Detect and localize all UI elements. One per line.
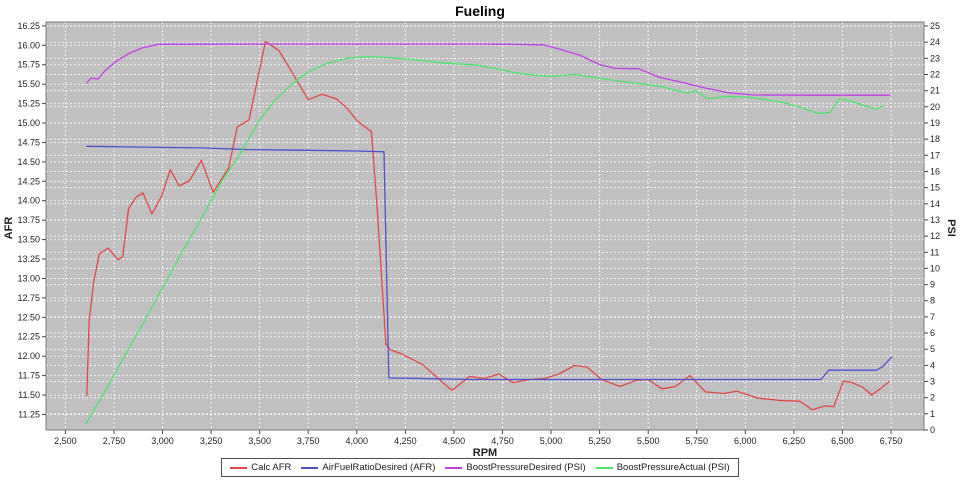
x-tick-label: 6,000 (734, 436, 757, 446)
y-right-tick-label: 23 (930, 53, 940, 63)
y-right-axis-title: PSI (945, 219, 957, 237)
fueling-chart: 2,500 2,750 3,000 3,250 3,500 3,750 4,000 4,250… (3, 21, 957, 458)
y-left-tick-label: 13.75 (17, 215, 40, 225)
legend-line-icon (230, 466, 248, 469)
y-right-tick-label: 20 (930, 102, 940, 112)
series-line-boostpressureactual-psi (85, 56, 884, 425)
y-right-tick-label: 0 (930, 425, 935, 435)
y-left-tick-label: 15.25 (17, 99, 40, 109)
series-line-calc-afr (86, 40, 890, 411)
y-right-tick-label: 1 (930, 409, 935, 419)
y-left-tick-label: 15.00 (17, 118, 40, 128)
y-right-tick-label: 25 (930, 21, 940, 31)
y-right-tick-label: 5 (930, 344, 935, 354)
plot-area[interactable] (46, 22, 924, 430)
x-tick-label: 5,000 (540, 436, 563, 446)
x-tick-label: 3,000 (151, 436, 174, 446)
x-tick-label: 6,750 (880, 436, 903, 446)
y-right-tick-label: 18 (930, 134, 940, 144)
legend-line-icon (301, 466, 319, 469)
y-right-tick-label: 9 (930, 280, 935, 290)
x-tick-label: 3,250 (200, 436, 223, 446)
x-tick-label: 4,000 (346, 436, 369, 446)
y-left-tick-label: 13.50 (17, 235, 40, 245)
y-left-tick-label: 14.00 (17, 196, 40, 206)
x-axis-title: RPM (473, 447, 497, 458)
y-right-tick-label: 14 (930, 199, 940, 209)
y-left-tick-label: 13.25 (17, 254, 40, 264)
y-right-tick-label: 3 (930, 377, 935, 387)
x-tick-label: 6,500 (831, 436, 854, 446)
y-right-tick-label: 16 (930, 167, 940, 177)
series-line-boostpressuredesired-psi (86, 43, 891, 96)
y-left-tick-label: 14.75 (17, 138, 40, 148)
y-left-tick-label: 11.50 (18, 390, 40, 400)
y-right-tick-label: 17 (930, 150, 940, 160)
y-left-tick-label: 12.25 (17, 332, 40, 342)
plot-frame (45, 21, 925, 431)
y-left-tick-label: 16.25 (17, 21, 40, 31)
legend-item-calc-afr: Calc AFR (230, 461, 291, 474)
y-right-tick-label: 13 (930, 215, 940, 225)
y-left-tick-label: 15.75 (17, 60, 40, 70)
y-right-tick-label: 7 (930, 312, 935, 322)
y-right-tick-label: 11 (930, 247, 939, 257)
y-left-tick-label: 16.00 (17, 40, 40, 50)
legend-item-airfuelratiodesired-afr: AirFuelRatioDesired (AFR) (301, 461, 435, 474)
legend-label: BoostPressureActual (PSI) (616, 462, 730, 473)
legend-box: Calc AFR AirFuelRatioDesired (AFR) BoostPr… (221, 458, 739, 477)
y-right-tick-label: 6 (930, 328, 935, 338)
series-line-airfuelratiodesired-afr (86, 145, 893, 381)
y-right-tick-label: 2 (930, 393, 935, 403)
legend-label: AirFuelRatioDesired (AFR) (322, 462, 436, 473)
y-left-tick-label: 12.00 (17, 351, 40, 361)
y-right-tick-label: 4 (930, 360, 935, 370)
y-right-tick-label: 10 (930, 263, 940, 273)
y-left-tick-label: 11.25 (18, 410, 40, 420)
y-right-tick-label: 15 (930, 183, 940, 193)
x-tick-label: 4,250 (394, 436, 417, 446)
x-tick-label: 2,500 (54, 436, 77, 446)
legend-item-boostpressureactual-psi: BoostPressureActual (PSI) (595, 461, 730, 474)
y-left-tick-label: 12.50 (17, 312, 40, 322)
legend-label: Calc AFR (251, 462, 292, 473)
x-tick-label: 5,250 (588, 436, 611, 446)
y-left-tick-label: 13.00 (17, 274, 40, 284)
y-left-tick-label: 11.75 (18, 371, 40, 381)
x-tick-label: 6,250 (783, 436, 806, 446)
y-right-tick-label: 22 (930, 70, 940, 80)
x-tick-label: 4,500 (443, 436, 466, 446)
legend-line-icon (445, 466, 463, 469)
y-left-tick-label: 14.50 (17, 157, 40, 167)
y-left-tick-label: 15.50 (17, 79, 40, 89)
x-tick-label: 5,750 (685, 436, 708, 446)
x-tick-label: 2,750 (103, 436, 126, 446)
x-tick-label: 3,750 (297, 436, 320, 446)
x-tick-label: 3,500 (248, 436, 271, 446)
legend-label: BoostPressureDesired (PSI) (466, 462, 586, 473)
chart-legend: Calc AFR AirFuelRatioDesired (AFR) BoostPr… (0, 458, 960, 477)
y-right-tick-label: 12 (930, 231, 940, 241)
x-tick-label: 4,750 (491, 436, 514, 446)
legend-line-icon (595, 466, 613, 469)
x-tick-label: 5,500 (637, 436, 660, 446)
y-left-tick-label: 12.75 (17, 293, 40, 303)
chart-title: Fueling (455, 3, 505, 19)
y-right-tick-label: 19 (930, 118, 940, 128)
y-right-tick-label: 24 (930, 37, 940, 47)
y-right-tick-label: 21 (930, 86, 940, 96)
legend-item-boostpressuredesired-psi: BoostPressureDesired (PSI) (445, 461, 586, 474)
y-right-tick-label: 8 (930, 296, 935, 306)
y-left-axis-title: AFR (3, 217, 15, 240)
y-left-tick-label: 14.25 (17, 176, 40, 186)
